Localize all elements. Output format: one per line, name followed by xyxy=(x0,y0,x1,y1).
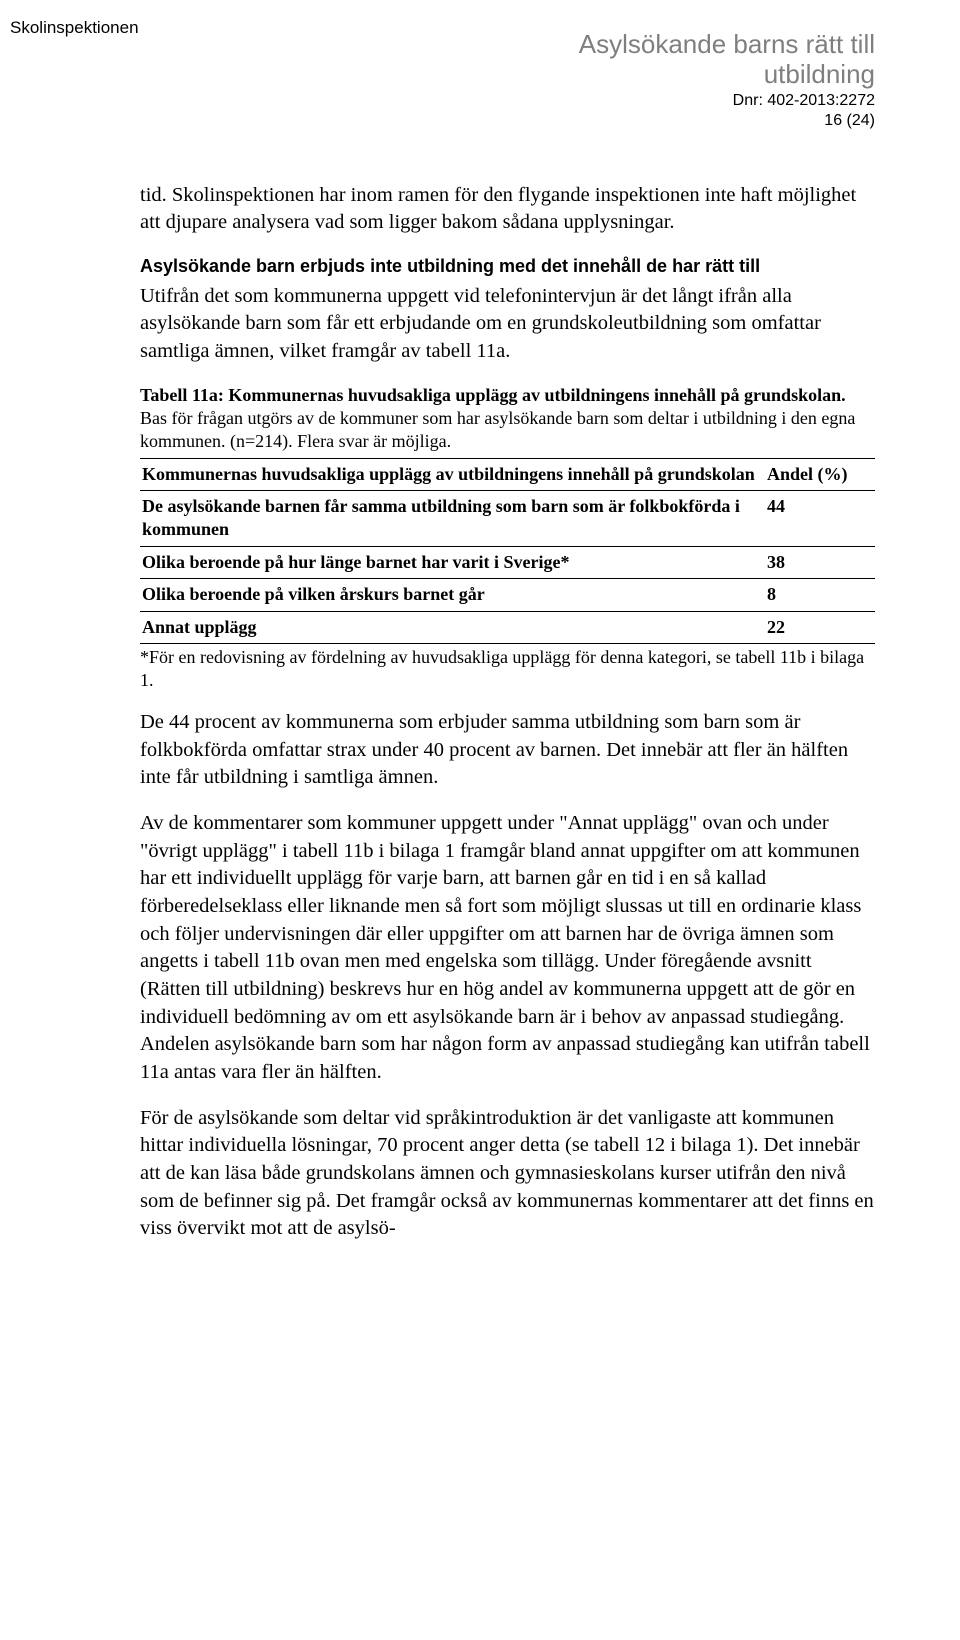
table-cell-value: 22 xyxy=(765,611,875,643)
table-header-value: Andel (%) xyxy=(765,458,875,490)
paragraph-2: Utifrån det som kommunerna uppgett vid t… xyxy=(140,283,875,366)
table-cell-value: 38 xyxy=(765,546,875,578)
doc-page-number: 16 (24) xyxy=(140,112,875,130)
table-cell-label: Olika beroende på vilken årskurs barnet … xyxy=(140,579,765,611)
table-row: Olika beroende på vilken årskurs barnet … xyxy=(140,579,875,611)
org-name: Skolinspektionen xyxy=(10,18,139,38)
doc-title-line2: utbildning xyxy=(140,60,875,90)
paragraph-1: tid. Skolinspektionen har inom ramen för… xyxy=(140,182,875,237)
page-container: Skolinspektionen Asylsökande barns rätt … xyxy=(0,0,960,1640)
header-block: Asylsökande barns rätt till utbildning D… xyxy=(140,30,875,130)
table-header-label: Kommunernas huvudsakliga upplägg av utbi… xyxy=(140,458,765,490)
paragraph-3: De 44 procent av kommunerna som erbjuder… xyxy=(140,709,875,792)
table-11a: Kommunernas huvudsakliga upplägg av utbi… xyxy=(140,458,875,644)
table-cell-label: Annat upplägg xyxy=(140,611,765,643)
section-subhead: Asylsökande barn erbjuds inte utbildning… xyxy=(140,255,875,278)
paragraph-4: Av de kommentarer som kommuner uppgett u… xyxy=(140,810,875,1087)
table-cell-value: 44 xyxy=(765,491,875,547)
table-row: Annat upplägg 22 xyxy=(140,611,875,643)
table-cell-value: 8 xyxy=(765,579,875,611)
table-cell-label: Olika beroende på hur länge barnet har v… xyxy=(140,546,765,578)
paragraph-5: För de asylsökande som deltar vid språki… xyxy=(140,1105,875,1243)
table-11a-caption-bold: Tabell 11a: Kommunernas huvudsakliga upp… xyxy=(140,385,846,405)
table-cell-label: De asylsökande barnen får samma utbildni… xyxy=(140,491,765,547)
doc-title-line1: Asylsökande barns rätt till xyxy=(140,30,875,60)
table-11a-caption: Tabell 11a: Kommunernas huvudsakliga upp… xyxy=(140,384,875,454)
table-11a-caption-rest: Bas för frågan utgörs av de kommuner som… xyxy=(140,408,855,451)
doc-dnr: Dnr: 402-2013:2272 xyxy=(140,92,875,110)
table-row: Kommunernas huvudsakliga upplägg av utbi… xyxy=(140,458,875,490)
table-11a-footnote: *För en redovisning av fördelning av huv… xyxy=(140,646,875,693)
table-row: Olika beroende på hur länge barnet har v… xyxy=(140,546,875,578)
table-row: De asylsökande barnen får samma utbildni… xyxy=(140,491,875,547)
